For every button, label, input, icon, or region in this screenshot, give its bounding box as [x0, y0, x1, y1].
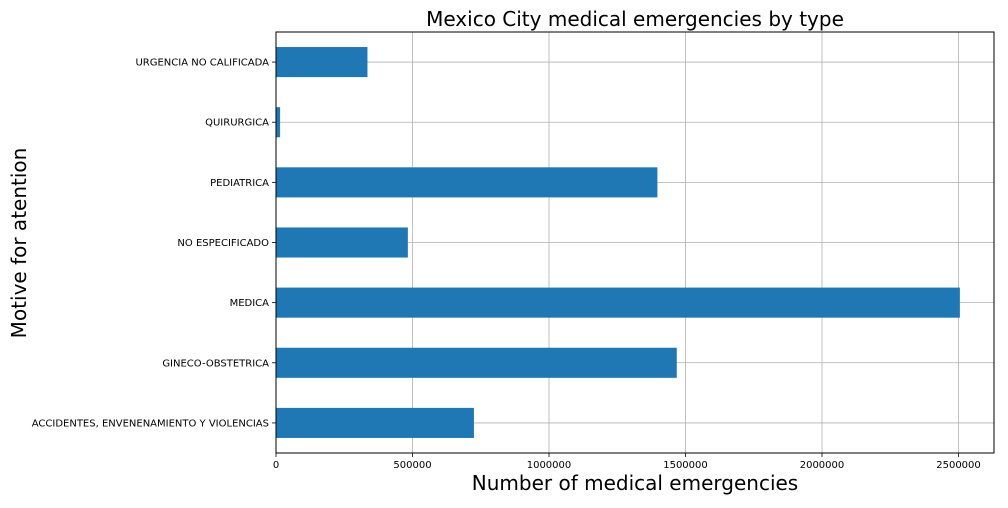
axis-ticks: 0 500000 1000000 1500000 2000000 2500000 ACCID…	[32, 58, 981, 471]
bar	[276, 227, 408, 258]
y-tick-label: URGENCIA NO CALIFICADA	[135, 58, 269, 69]
y-tick-label: PEDIATRICA	[210, 178, 269, 189]
y-tick-label: NO ESPECIFICADO	[177, 238, 269, 249]
bar	[276, 347, 677, 378]
bar	[276, 287, 960, 318]
y-tick-label: ACCIDENTES, ENVENENAMIENTO Y VIOLENCIAS	[32, 418, 269, 429]
x-axis-label: Number of medical emergencies	[472, 471, 798, 495]
bar	[276, 47, 368, 78]
x-tick-label: 1500000	[663, 460, 708, 471]
y-tick-label: GINECO-OBSTETRICA	[162, 358, 269, 369]
x-tick-label: 2500000	[936, 460, 981, 471]
chart-title: Mexico City medical emergencies by type	[426, 7, 844, 31]
x-tick-label: 2000000	[800, 460, 845, 471]
y-tick-label: QUIRURGICA	[205, 118, 269, 129]
y-tick-label: MEDICA	[230, 298, 270, 309]
y-axis-label: Motive for atention	[7, 148, 31, 339]
bar	[276, 107, 281, 138]
bar	[276, 167, 658, 198]
x-tick-label: 1000000	[527, 460, 572, 471]
x-tick-label: 500000	[393, 460, 431, 471]
x-tick-label: 0	[273, 460, 279, 471]
bar	[276, 407, 474, 438]
bars	[276, 47, 960, 438]
